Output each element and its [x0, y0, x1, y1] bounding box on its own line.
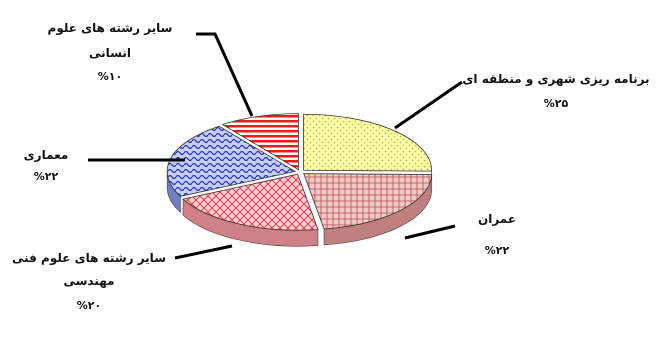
- slice-label-architecture-text: معماری: [23, 148, 69, 162]
- slice-label-urban-planning: برنامه ریزی شهری و منطقه ای %۲۵: [456, 68, 656, 110]
- slice-value-urban-planning: %۲۵: [543, 96, 569, 110]
- slice-label-other-engineering-text: سایر رشته های علوم فنی مهندسی: [11, 251, 166, 288]
- leader-line-urban-planning: [394, 80, 463, 130]
- slice-label-civil-text: عمران: [477, 212, 517, 226]
- pie-slice-urban-planning: [303, 113, 432, 172]
- leader-line-other-humanities: [196, 32, 254, 117]
- slice-value-architecture: %۲۲: [33, 170, 59, 184]
- leader-line-civil: [404, 224, 456, 240]
- slice-label-civil: عمران %۲۲: [452, 212, 542, 258]
- leader-line-other-engineering: [174, 244, 233, 260]
- pie-slice-architecture: [166, 125, 297, 197]
- slice-label-other-humanities: سایر رشته های علوم انسانی %۱۰: [30, 16, 190, 84]
- pie-slice-other-engineering: [182, 173, 319, 231]
- slice-label-other-humanities-text: سایر رشته های علوم انسانی: [47, 21, 173, 61]
- slice-value-other-engineering: %۲۰: [76, 298, 102, 312]
- slice-label-architecture: معماری %۲۲: [6, 148, 86, 184]
- slice-label-other-engineering: سایر رشته های علوم فنی مهندسی %۲۰: [4, 247, 174, 312]
- pie-slice-other-humanities: [221, 113, 299, 171]
- slice-value-civil: %۲۲: [484, 244, 510, 258]
- slice-value-other-humanities: %۱۰: [97, 70, 123, 84]
- slice-label-urban-planning-text: برنامه ریزی شهری و منطقه ای: [462, 72, 650, 86]
- pie-slice-civil: [303, 173, 433, 230]
